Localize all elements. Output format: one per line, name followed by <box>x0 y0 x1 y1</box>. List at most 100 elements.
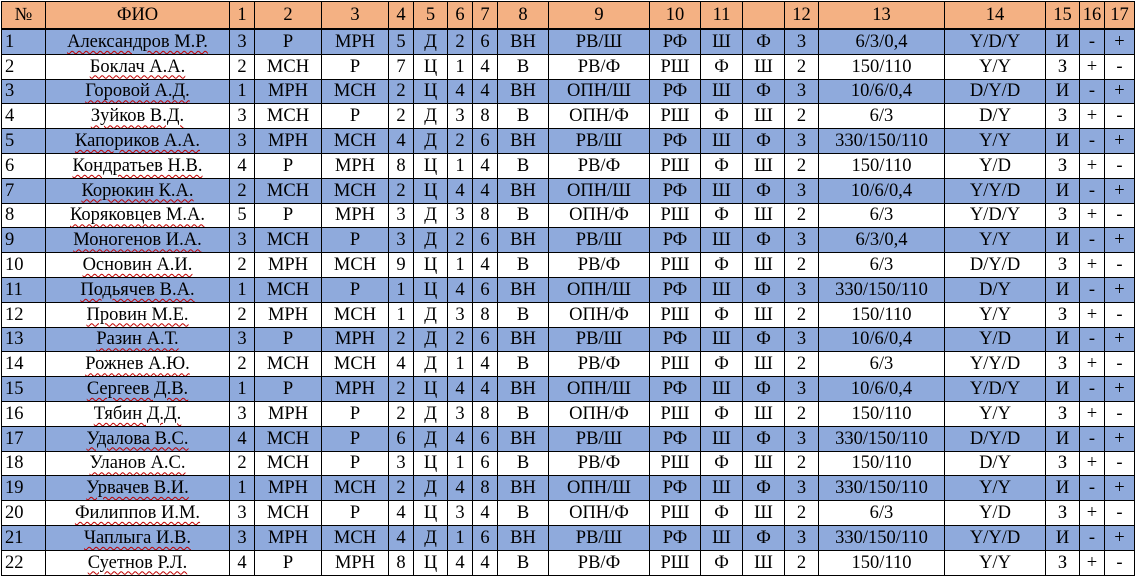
table-cell: 1 <box>229 276 255 303</box>
table-cell: 3 <box>784 128 819 154</box>
table-cell: 4 <box>229 425 255 452</box>
table-cell: 4 <box>472 252 498 278</box>
student-name-cell: Урвачев В.И. <box>45 475 230 502</box>
table-cell: 2 <box>229 177 255 204</box>
table-cell: + <box>1104 326 1135 353</box>
table-cell: - <box>1104 301 1135 328</box>
table-cell: МСН <box>321 78 389 105</box>
table-cell: + <box>1104 475 1135 502</box>
student-name: Подьячев В.А. <box>80 279 195 300</box>
table-cell: И <box>1045 276 1080 303</box>
student-name: Основин А.И. <box>82 255 193 276</box>
table-cell: - <box>1079 326 1105 353</box>
table-cell: 8 <box>388 152 414 179</box>
table-cell: 6/3/0,4 <box>818 28 945 55</box>
table-cell: И <box>1045 326 1080 353</box>
table-cell: Ш <box>700 376 743 402</box>
row-number-cell: 8 <box>1 202 46 229</box>
student-name: Тябин Д.Д. <box>93 403 182 424</box>
table-cell: Ф <box>700 202 743 229</box>
table-cell: Р <box>321 103 389 130</box>
table-cell: 1 <box>388 301 414 328</box>
table-cell: Д <box>413 128 448 154</box>
table-cell: 150/110 <box>818 301 945 328</box>
table-cell: 2 <box>784 351 819 378</box>
table-row: 8 Коряковцев М.А. 5 Р МРН 3 Д 3 8 В ОПН/Ф РШ Ф Ш 2 6/3 Y… <box>1 202 1135 229</box>
row-number-cell: 6 <box>1 152 46 179</box>
table-cell: Р <box>321 276 389 303</box>
table-row: 16 Тябин Д.Д. 3 МРН Р 2 Д 3 8 В ОПН/Ф РШ Ф Ш 2 150/110 Y… <box>1 400 1135 427</box>
table-cell: МРН <box>254 524 322 551</box>
table-cell: - <box>1104 152 1135 179</box>
table-cell: Р <box>321 227 389 254</box>
table-cell: 4 <box>447 549 473 576</box>
table-cell: 3 <box>388 202 414 229</box>
table-row: 13 Разин А.Т. 3 Р МРН 2 Д 2 6 ВН РВ/Ш РФ Ш Ф 3 10/6/0,4… <box>1 326 1135 353</box>
table-cell: Д <box>413 103 448 130</box>
table-cell: Ш <box>700 475 743 502</box>
table-cell: В <box>497 500 549 526</box>
table-cell: 3 <box>447 202 473 229</box>
row-number-cell: 10 <box>1 252 46 278</box>
row-number-cell: 11 <box>1 276 46 303</box>
table-cell: 8 <box>472 400 498 427</box>
table-cell: РШ <box>649 202 701 229</box>
table-cell: Р <box>254 376 322 402</box>
table-cell: 2 <box>229 450 255 477</box>
table-cell: + <box>1079 252 1105 278</box>
table-cell: 6 <box>472 524 498 551</box>
table-row: 2 Боклач А.А. 2 МСН Р 7 Ц 1 4 В РВ/Ф РШ Ф Ш 2 150/110 Y/… <box>1 53 1135 80</box>
table-cell: 3 <box>784 78 819 105</box>
table-row: 5 Капориков А.А. 3 МРН МСН 4 Д 2 6 ВН РВ/Ш РФ Ш Ф 3 330… <box>1 128 1135 154</box>
table-cell: В <box>497 400 549 427</box>
student-name: Корюкин К.А. <box>81 180 194 201</box>
table-cell: 1 <box>229 475 255 502</box>
table-cell: 3 <box>784 276 819 303</box>
table-cell: Y/Y <box>944 549 1046 576</box>
table-cell: Y/D/Y <box>944 202 1046 229</box>
table-cell: ОПН/Ф <box>548 202 650 229</box>
table-cell: 3 <box>784 475 819 502</box>
table-cell: Ш <box>700 28 743 55</box>
table-cell: РШ <box>649 450 701 477</box>
table-cell: РШ <box>649 53 701 80</box>
row-number-cell: 12 <box>1 301 46 328</box>
table-cell: Ц <box>413 549 448 576</box>
table-cell: РФ <box>649 128 701 154</box>
table-cell: Ф <box>742 227 785 254</box>
table-cell: З <box>1045 549 1080 576</box>
table-cell: Ш <box>742 53 785 80</box>
table-cell: 4 <box>229 152 255 179</box>
table-cell: - <box>1104 252 1135 278</box>
table-cell: 6 <box>472 425 498 452</box>
table-cell: ВН <box>497 376 549 402</box>
row-number-cell: 5 <box>1 128 46 154</box>
table-cell: ВН <box>497 28 549 55</box>
table-cell: ВН <box>497 128 549 154</box>
table-cell: + <box>1079 53 1105 80</box>
student-name-cell: Коряковцев М.А. <box>45 202 230 229</box>
table-cell: 2 <box>447 28 473 55</box>
table-cell: МСН <box>321 475 389 502</box>
column-header <box>742 1 785 30</box>
table-cell: Y/Y <box>944 128 1046 154</box>
student-name: Филиппов И.М. <box>74 503 201 524</box>
table-cell: Ф <box>742 28 785 55</box>
table-cell: Ш <box>700 177 743 204</box>
table-cell: 6/3/0,4 <box>818 227 945 254</box>
table-cell: 2 <box>784 500 819 526</box>
table-cell: РВ/Ф <box>548 53 650 80</box>
table-cell: Д <box>413 28 448 55</box>
table-cell: - <box>1104 202 1135 229</box>
table-row: 3 Горовой А.Д. 1 МРН МСН 2 Ц 4 4 ВН ОПН/Ш РФ Ш Ф 3 10/6… <box>1 78 1135 105</box>
table-cell: 3 <box>229 500 255 526</box>
table-cell: Р <box>254 28 322 55</box>
table-cell: РВ/Ш <box>548 425 650 452</box>
table-row: 18 Уланов А.С. 2 МСН Р 3 Ц 1 6 В РВ/Ф РШ Ф Ш 2 150/110 D… <box>1 450 1135 477</box>
table-cell: - <box>1104 500 1135 526</box>
table-cell: Ш <box>742 152 785 179</box>
table-cell: РВ/Ш <box>548 227 650 254</box>
table-cell: Ш <box>742 301 785 328</box>
table-cell: РФ <box>649 28 701 55</box>
